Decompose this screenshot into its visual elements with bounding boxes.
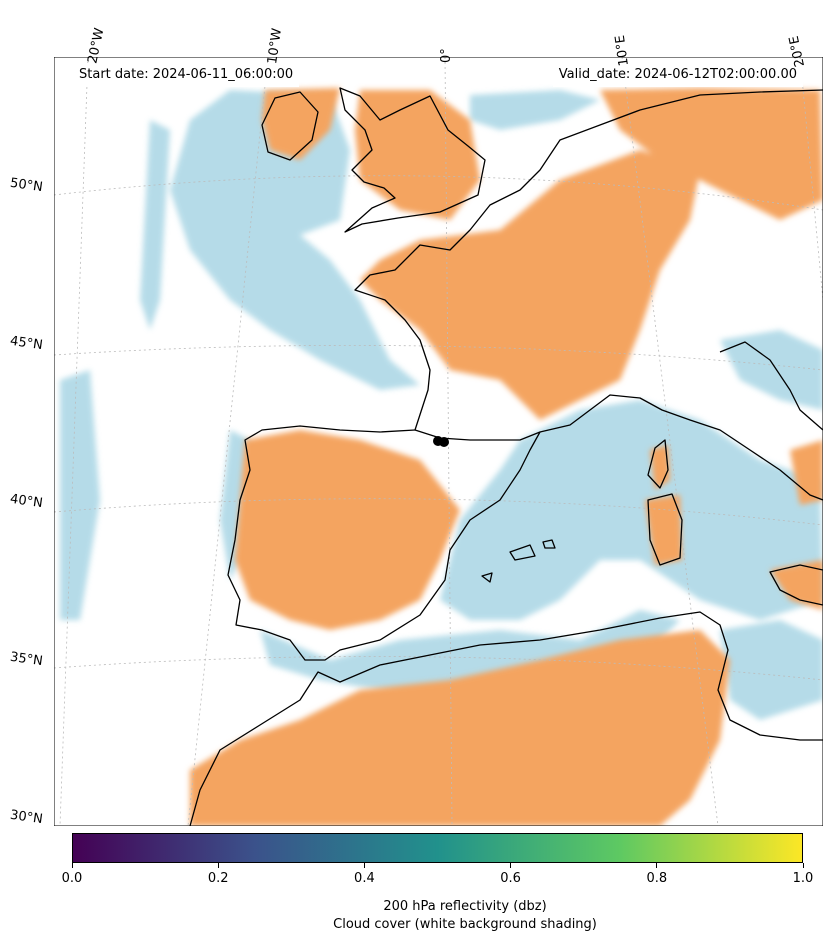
colorbar-tick <box>656 863 658 868</box>
coast-balearic <box>509 544 536 561</box>
colorbar-tick-label: 0.4 <box>354 871 375 886</box>
colorbar-tick-label: 1.0 <box>792 871 814 886</box>
coast-continent <box>354 89 823 501</box>
colorbar-label-reflectivity: 200 hPa reflectivity (dbz) <box>383 899 547 914</box>
colorbar-tick <box>510 863 512 868</box>
colorbar-tick-label: 0.0 <box>61 871 83 886</box>
map-area <box>54 57 823 826</box>
coast-ireland <box>261 91 319 161</box>
colorbar-tick <box>363 863 365 868</box>
cloud-cover-layer <box>60 90 823 720</box>
coast-corsica <box>647 439 669 489</box>
colorbar-tick <box>71 863 73 868</box>
graticule <box>54 57 823 826</box>
colorbar-gradient <box>72 833 803 863</box>
colorbar-tick-label: 0.6 <box>500 871 521 886</box>
colorbar <box>72 833 803 863</box>
colorbar-label-cloud-cover: Cloud cover (white background shading) <box>333 917 597 932</box>
lon-label-0: 0° <box>439 48 454 63</box>
coast-sardinia <box>647 493 683 566</box>
colorbar-tick <box>217 863 219 868</box>
colorbar-tick <box>802 863 804 868</box>
coast-sicily <box>769 564 823 606</box>
valid-date-label: Valid_date: 2024-06-12T02:00:00.00 <box>552 63 803 87</box>
reflectivity-layer <box>190 88 823 826</box>
coastlines <box>189 87 823 826</box>
coast-great-britain <box>339 87 486 233</box>
coast-iberia <box>227 425 541 661</box>
coast-italy <box>719 341 823 431</box>
colorbar-tick-label: 0.2 <box>207 871 229 886</box>
andorra-marker <box>433 436 449 447</box>
coast-north-africa <box>189 611 823 826</box>
start-date-label: Start date: 2024-06-11_06:00:00 <box>73 63 300 87</box>
colorbar-tick-label: 0.8 <box>646 871 668 886</box>
